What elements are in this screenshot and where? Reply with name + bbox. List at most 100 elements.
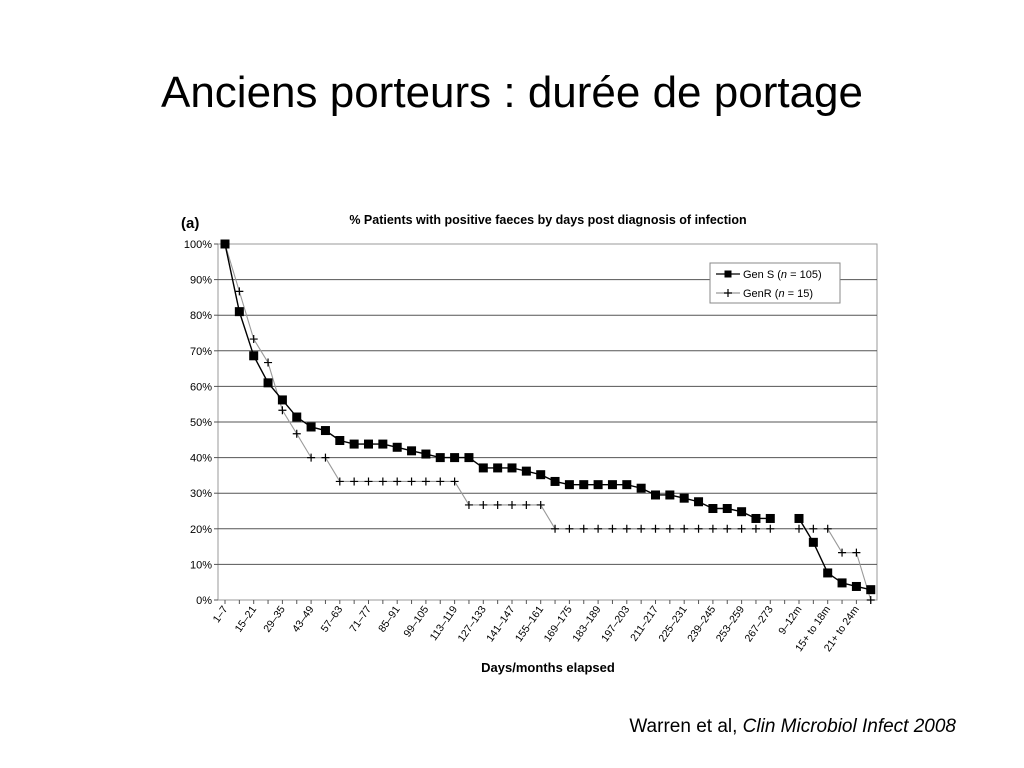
- citation-authors: Warren et al,: [629, 716, 743, 737]
- legend: Gen S (n = 105) GenR (n = 15): [709, 262, 841, 304]
- legend-label-gen-r: GenR (n = 15): [743, 288, 813, 300]
- point-gen-s: [665, 490, 675, 500]
- point-gen-s: [392, 442, 402, 452]
- point-genr: [608, 524, 617, 533]
- point-genr: [464, 500, 473, 509]
- y-tick-label: 50%: [190, 417, 212, 429]
- point-gen-s: [679, 493, 689, 503]
- point-gen-s: [435, 453, 445, 463]
- legend-n-italic: n: [781, 269, 787, 281]
- point-genr: [751, 524, 760, 533]
- chart-title: % Patients with positive faeces by days …: [349, 213, 746, 227]
- slide-title: Anciens porteurs : durée de portage: [160, 68, 863, 117]
- point-genr: [350, 477, 359, 486]
- x-tick-label: 1–7: [211, 604, 231, 625]
- point-gen-s: [450, 453, 460, 463]
- point-genr: [838, 548, 847, 557]
- point-gen-s: [536, 470, 546, 480]
- point-gen-s: [277, 395, 287, 405]
- legend-equals: =: [787, 269, 800, 281]
- point-genr: [479, 500, 488, 509]
- point-gen-s: [507, 463, 517, 473]
- point-gen-s: [550, 476, 560, 486]
- point-genr: [364, 477, 373, 486]
- y-tick-label: 20%: [190, 524, 212, 536]
- point-genr: [809, 524, 818, 533]
- point-genr: [579, 524, 588, 533]
- x-tick-label: 267–273: [742, 604, 775, 644]
- point-gen-s: [622, 480, 632, 490]
- point-genr: [637, 524, 646, 533]
- legend-marker-gen-s: [724, 270, 732, 278]
- point-genr: [665, 524, 674, 533]
- point-genr: [407, 477, 416, 486]
- y-tick-label: 60%: [190, 381, 212, 393]
- point-gen-s: [521, 466, 531, 476]
- point-gen-s: [808, 537, 818, 547]
- point-genr: [651, 524, 660, 533]
- point-gen-s: [837, 578, 847, 588]
- point-genr: [823, 524, 832, 533]
- point-gen-s: [292, 412, 302, 422]
- point-genr: [436, 477, 445, 486]
- point-gen-s: [694, 497, 704, 507]
- point-genr: [307, 453, 316, 462]
- point-genr: [264, 358, 273, 367]
- point-genr: [866, 596, 875, 604]
- point-gen-s: [478, 463, 488, 473]
- x-tick-label: 15–21: [233, 604, 260, 635]
- point-gen-s: [306, 422, 316, 432]
- point-gen-s: [263, 378, 273, 388]
- point-gen-s: [378, 439, 388, 449]
- legend-paren-close: ): [818, 269, 822, 281]
- point-gen-s: [722, 504, 732, 514]
- x-tick-label: 197–203: [599, 604, 632, 644]
- series-layer: [220, 239, 876, 604]
- point-gen-s: [364, 439, 373, 449]
- point-gen-s: [335, 436, 345, 446]
- legend-n-value-gen-r: 15: [797, 288, 809, 300]
- y-tick-label: 70%: [190, 346, 212, 358]
- point-gen-s: [866, 585, 876, 595]
- point-gen-s: [823, 568, 833, 578]
- point-gen-s: [349, 439, 359, 449]
- point-gen-s: [464, 453, 474, 463]
- point-genr: [766, 524, 775, 533]
- point-gen-s: [320, 426, 330, 436]
- y-tick-label: 40%: [190, 453, 212, 465]
- point-genr: [235, 287, 244, 296]
- x-tick-label: 57–63: [319, 604, 346, 635]
- point-genr: [536, 500, 545, 509]
- legend-paren-open: (: [774, 269, 781, 281]
- x-tick-label: 71–77: [347, 604, 374, 635]
- point-genr: [450, 477, 459, 486]
- point-gen-s: [794, 513, 804, 523]
- point-genr: [378, 477, 387, 486]
- point-genr: [508, 500, 516, 509]
- y-tick-label: 100%: [184, 239, 212, 251]
- point-genr: [551, 524, 560, 533]
- point-gen-s: [765, 513, 775, 523]
- point-gen-s: [564, 480, 574, 490]
- citation-journal: Clin Microbiol Infect 2008: [742, 716, 956, 737]
- point-genr: [852, 548, 861, 557]
- legend-marker-gen-r: [724, 289, 732, 297]
- point-gen-s: [421, 449, 431, 459]
- point-genr: [594, 524, 603, 533]
- point-genr: [708, 524, 717, 533]
- point-gen-s: [579, 480, 589, 490]
- legend-paren-open: (: [772, 288, 779, 300]
- point-gen-s: [593, 480, 603, 490]
- point-genr: [393, 477, 402, 486]
- point-gen-s: [751, 513, 761, 523]
- series-line-gen-s: [224, 243, 771, 520]
- y-tick-label: 80%: [190, 310, 212, 322]
- legend-box: [709, 262, 841, 304]
- point-gen-s: [407, 446, 417, 456]
- legend-paren-close: ): [809, 288, 813, 300]
- grid-lines: [218, 279, 877, 565]
- point-genr: [493, 500, 502, 509]
- x-tick-label: 9–12m: [776, 604, 804, 637]
- point-gen-s: [636, 483, 646, 493]
